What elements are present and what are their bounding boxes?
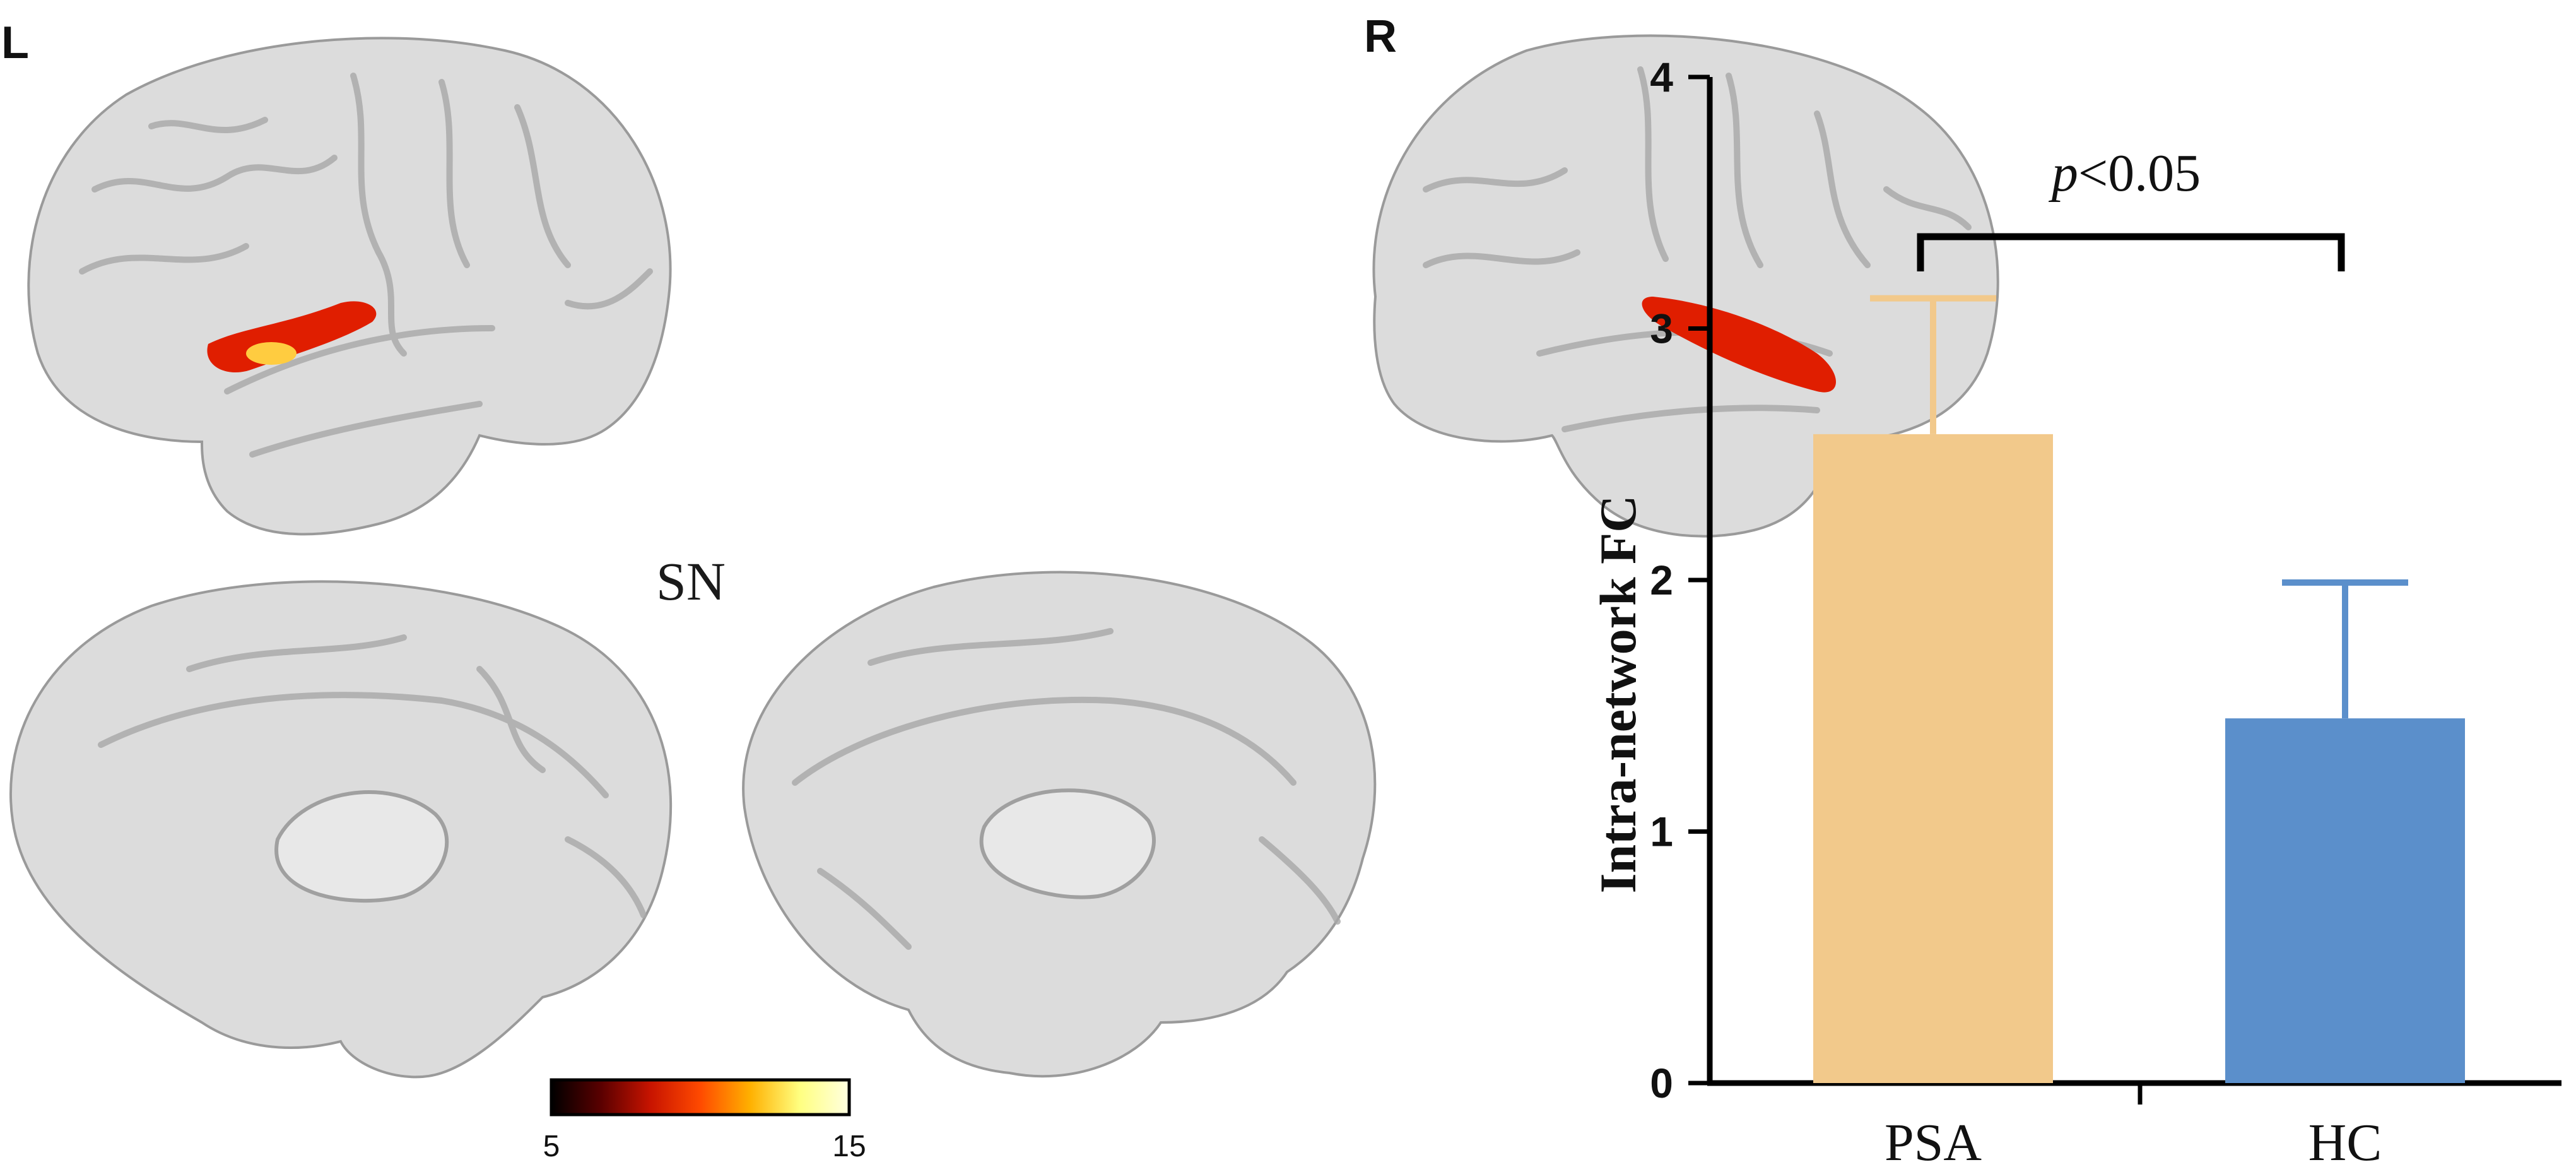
y-tick-label: 3 — [1650, 305, 1673, 352]
y-tick-label: 0 — [1650, 1060, 1673, 1106]
activation-right-insula — [1642, 297, 1836, 393]
left-hemisphere-label: L — [1, 18, 29, 68]
network-label: SN — [656, 551, 726, 612]
y-tick-label: 2 — [1650, 557, 1673, 603]
brain-left-lateral — [27, 37, 672, 536]
x-tick-label-hc: HC — [2308, 1113, 2382, 1167]
brain-right-lateral — [1372, 34, 1999, 538]
significance-label: p<0.05 — [2049, 144, 2201, 203]
y-tick-label: 1 — [1650, 809, 1673, 855]
bars — [1813, 295, 2465, 1083]
significance-annotation: p<0.05 — [1917, 144, 2345, 271]
significance-threshold: <0.05 — [2078, 144, 2201, 203]
brain-left-medial — [9, 580, 673, 1079]
colorbar-min-label: 5 — [543, 1130, 560, 1163]
right-hemisphere-label: R — [1364, 11, 1397, 62]
brain-panel: L R — [1, 11, 1999, 1163]
bar-chart: Intra-network FC 0 1 2 3 4 PSA HC p<0.05 — [1589, 54, 2561, 1167]
y-tick-label: 4 — [1650, 54, 1673, 100]
significance-p: p — [2049, 144, 2078, 203]
x-ticks: PSA HC — [1885, 1113, 2382, 1167]
y-ticks: 0 1 2 3 4 — [1650, 54, 1710, 1106]
bar-psa — [1813, 434, 2053, 1083]
colorbar: 5 15 — [543, 1078, 866, 1163]
bar-hc — [2225, 718, 2465, 1083]
significance-bracket — [1917, 233, 2345, 271]
x-tick-label-psa: PSA — [1885, 1113, 1982, 1167]
y-axis-title: Intra-network FC — [1589, 495, 1647, 894]
colorbar-max-label: 15 — [832, 1130, 866, 1163]
brain-right-medial — [742, 571, 1377, 1078]
colorbar-bar — [550, 1078, 851, 1117]
